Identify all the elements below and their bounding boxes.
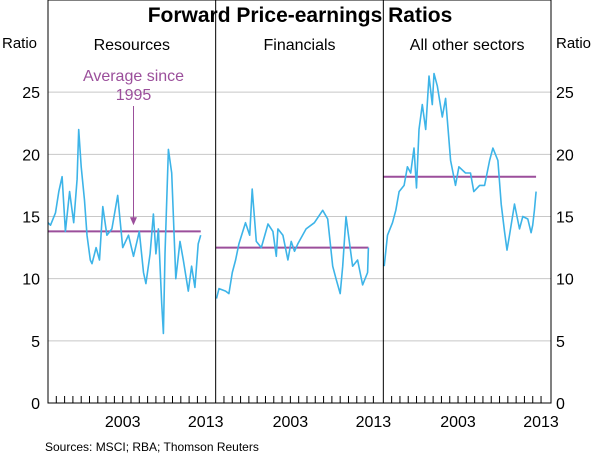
annotation-text: Average since bbox=[83, 68, 184, 85]
y-tick-label-left: 10 bbox=[22, 272, 40, 289]
y-axis-label-right: Ratio bbox=[556, 35, 591, 52]
y-tick-label-right: 15 bbox=[556, 210, 574, 227]
y-tick-label-right: 25 bbox=[556, 85, 574, 102]
y-tick-label-left: 20 bbox=[22, 147, 40, 164]
y-tick-label-left: 0 bbox=[31, 396, 40, 413]
y-tick-label-left: 25 bbox=[22, 85, 40, 102]
annotation-text: 1995 bbox=[116, 87, 152, 104]
y-tick-label-right: 5 bbox=[556, 334, 565, 351]
y-tick-label-right: 10 bbox=[556, 272, 574, 289]
x-tick-label: 2013 bbox=[188, 414, 224, 431]
panel-title: Resources bbox=[94, 37, 170, 54]
x-tick-label: 2013 bbox=[356, 414, 392, 431]
y-tick-label-right: 20 bbox=[556, 147, 574, 164]
x-tick-label: 2013 bbox=[523, 414, 559, 431]
source-note: Sources: MSCI; RBA; Thomson Reuters bbox=[45, 440, 259, 454]
arrow-head-icon bbox=[129, 217, 137, 226]
x-tick-label: 2003 bbox=[105, 414, 141, 431]
y-tick-label-right: 0 bbox=[556, 396, 565, 413]
panel-title: All other sectors bbox=[410, 37, 525, 54]
plot-frame bbox=[47, 0, 552, 404]
y-tick-label-left: 15 bbox=[22, 210, 40, 227]
series-line-financials bbox=[215, 188, 370, 299]
chart-title: Forward Price-earnings Ratios bbox=[148, 4, 453, 27]
x-tick-label: 2003 bbox=[273, 414, 309, 431]
panel-title: Financials bbox=[263, 37, 335, 54]
y-axis-label-left: Ratio bbox=[2, 35, 37, 52]
y-tick-label-left: 5 bbox=[31, 334, 40, 351]
series-line-all-other-sectors bbox=[383, 72, 537, 267]
series-line-resources bbox=[47, 128, 202, 335]
x-tick-label: 2003 bbox=[440, 414, 476, 431]
